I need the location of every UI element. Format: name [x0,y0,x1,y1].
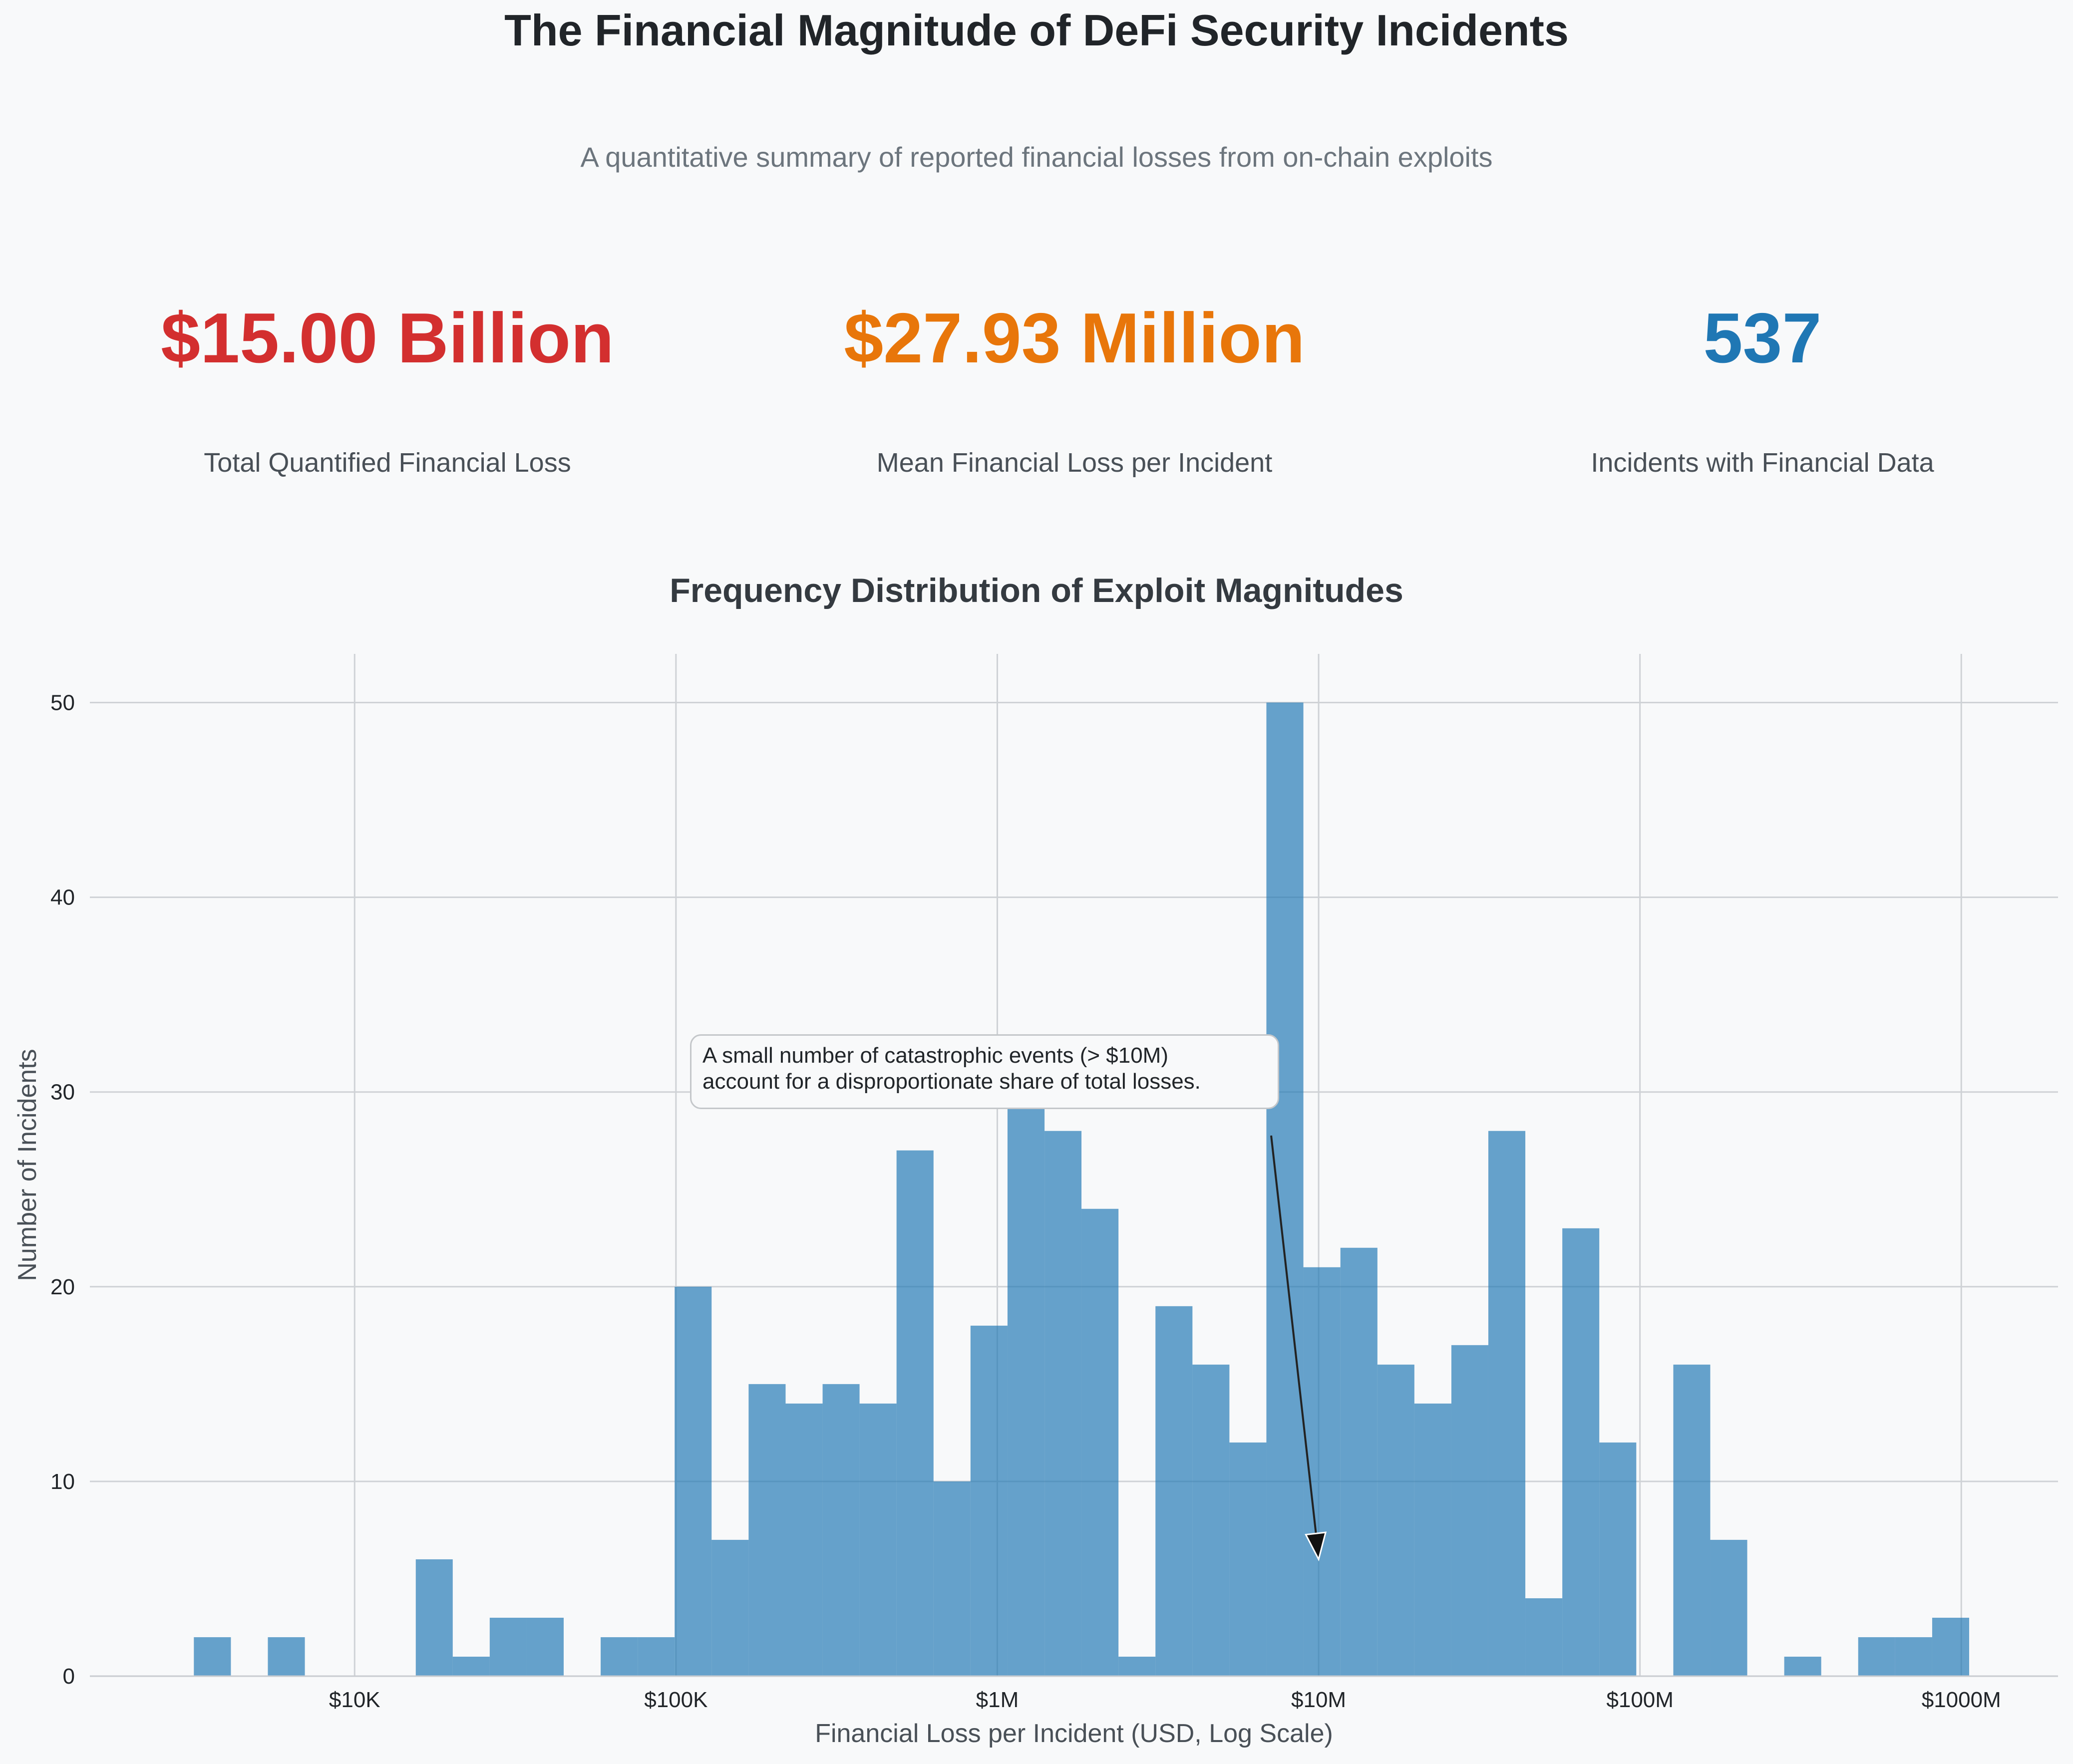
histogram-bar [711,1539,749,1676]
subtitle: A quantitative summary of reported finan… [580,141,1493,173]
chart-title: Frequency Distribution of Exploit Magnit… [670,572,1403,609]
histogram-bar [859,1403,897,1676]
y-tick-label: 50 [50,691,75,715]
histogram-bar [896,1150,934,1676]
annotation-arrow-head [1305,1531,1327,1562]
annotation-line-2: account for a disproportionate share of … [702,1069,1201,1094]
kpi-incident-count-value: 537 [1703,298,1822,378]
histogram-bar [1562,1228,1600,1676]
histogram-bar [1488,1131,1526,1676]
y-axis-label: Number of Incidents [13,1049,42,1281]
x-axis-label: Financial Loss per Incident (USD, Log Sc… [815,1719,1333,1748]
histogram-bar [452,1656,490,1676]
histogram-bar [1044,1131,1082,1676]
y-tick-label: 20 [50,1275,75,1299]
kpi-total-loss-value: $15.00 Billion [161,298,614,378]
histogram-bar [638,1637,675,1676]
histogram-bar [1673,1364,1711,1676]
kpi-mean-loss-label: Mean Financial Loss per Incident [876,448,1273,478]
y-tick-label: 0 [63,1664,75,1689]
histogram-bar [1710,1539,1747,1676]
annotation-arrow-shaft [1270,1135,1318,1540]
kpi-mean-loss-value: $27.93 Million [844,298,1305,378]
x-tick-label: $100M [1606,1688,1674,1712]
y-tick-label: 30 [50,1080,75,1105]
histogram-bar [489,1617,527,1676]
histogram-bar [601,1637,638,1676]
kpi-total-loss-label: Total Quantified Financial Loss [204,448,571,478]
x-tick-label: $1000M [1922,1688,2001,1712]
x-tick-label: $1M [976,1688,1019,1712]
annotation-arrow [1270,1135,1327,1562]
kpi-incident-count-label: Incidents with Financial Data [1591,448,1934,478]
tick-labels: 0 10 20 30 40 50 $10K $100K $1M $10M $100M $1000M [50,691,2001,1712]
histogram-bar [526,1617,564,1676]
histogram-bar [1081,1208,1119,1676]
histogram-bar [1525,1598,1563,1676]
histogram-bar [675,1286,712,1676]
histogram-bar [933,1481,971,1676]
annotation-box: A small number of catastrophic events (>… [690,1034,1279,1109]
x-tick-label: $100K [644,1688,707,1712]
histogram-bar [194,1637,231,1676]
histogram-bar [1340,1247,1378,1676]
histogram-bar [1377,1364,1414,1676]
histogram-bar [785,1403,823,1676]
x-tick-label: $10K [329,1688,380,1712]
y-tick-label: 40 [50,885,75,910]
histogram-bar [268,1637,305,1676]
histogram-bar [1451,1345,1488,1676]
y-tick-label: 10 [50,1470,75,1494]
histogram-bar [1784,1656,1821,1676]
histogram-bar [1155,1306,1193,1676]
histogram-bars [194,702,1970,1676]
histogram-bar [1414,1403,1451,1676]
histogram-bar [1192,1364,1230,1676]
histogram-bar [1007,1092,1045,1676]
histogram-bar [1858,1637,1895,1676]
histogram-bar [415,1559,453,1676]
histogram-bar [970,1325,1008,1676]
main-title: The Financial Magnitude of DeFi Security… [504,5,1569,55]
histogram-bar [748,1384,786,1676]
histogram-bar [1932,1617,1970,1676]
histogram-bar [1266,702,1304,1676]
annotation-line-1: A small number of catastrophic events (>… [702,1043,1168,1068]
histogram-bar [1895,1637,1932,1676]
histogram-bar [1229,1442,1267,1676]
x-tick-label: $10M [1291,1688,1346,1712]
histogram-bar [822,1384,860,1676]
histogram-bar [1599,1442,1637,1676]
histogram-bar [1118,1656,1156,1676]
